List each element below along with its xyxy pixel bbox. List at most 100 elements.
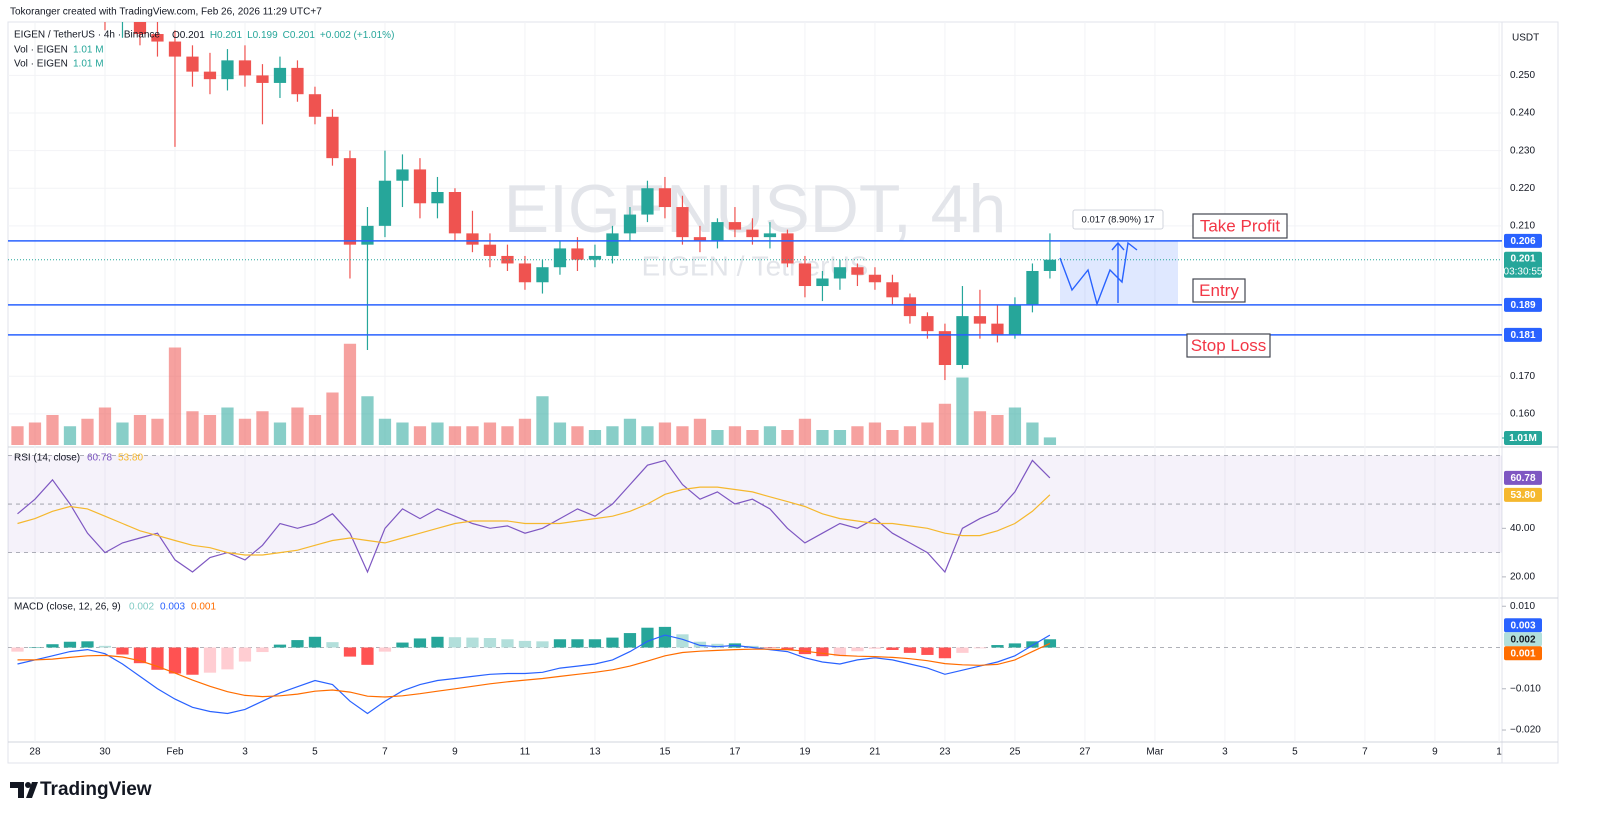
macd-histogram-bar xyxy=(291,640,304,648)
rsi-legend-value: 53.80 xyxy=(118,453,143,464)
candle-body xyxy=(361,225,374,245)
candle-body xyxy=(501,255,514,264)
volume-bar xyxy=(133,415,147,445)
level-tag: 0.189 xyxy=(1510,300,1535,311)
candle-body xyxy=(553,248,567,268)
x-tick-label: Mar xyxy=(1146,747,1164,758)
candle-body xyxy=(273,67,287,83)
volume-bar xyxy=(186,411,199,445)
ohlc-value: +0.002 (+1.01%) xyxy=(320,30,395,41)
volume-bar xyxy=(921,422,934,445)
candle-body xyxy=(326,116,339,159)
level-name: Entry xyxy=(1199,281,1239,300)
volume-bar xyxy=(991,415,1004,445)
candle-body xyxy=(868,274,882,283)
volume-bar xyxy=(63,426,77,445)
volume-bar xyxy=(1043,437,1057,445)
macd-pane xyxy=(8,626,1502,715)
volume-bar xyxy=(326,392,339,445)
macd-line xyxy=(17,634,1051,715)
signal-line xyxy=(17,642,1051,698)
candle-body xyxy=(343,158,357,245)
macd-histogram-bar xyxy=(186,647,199,675)
x-tick-label: 13 xyxy=(589,747,601,758)
volume-bar xyxy=(536,396,549,445)
candle-body xyxy=(973,316,987,324)
x-tick-label: 9 xyxy=(1432,747,1438,758)
macd-histogram-bar xyxy=(11,647,24,652)
volume-bar xyxy=(343,343,357,445)
macd-histogram-bar xyxy=(746,645,759,648)
macd-legend-value: 0.002 xyxy=(129,602,154,613)
macd-histogram-bar xyxy=(588,639,602,648)
macd-histogram-bar xyxy=(536,641,549,648)
macd-legend: MACD (close, 12, 26, 9) xyxy=(14,602,121,613)
volume-bar xyxy=(81,418,94,445)
macd-histogram-bar xyxy=(623,633,637,648)
macd-histogram-bar xyxy=(938,647,952,659)
countdown: 03:30:55 xyxy=(1504,266,1543,277)
volume-pane xyxy=(11,343,1057,445)
volume-bar xyxy=(693,418,707,445)
volume-bar xyxy=(98,407,112,445)
candle-body xyxy=(133,22,147,35)
volume-bar xyxy=(168,347,182,445)
volume-bar xyxy=(221,407,234,445)
x-tick-label: 15 xyxy=(659,747,671,758)
macd-histogram-bar xyxy=(361,647,374,665)
candle-body xyxy=(571,248,584,260)
x-tick-label: 27 xyxy=(1079,747,1091,758)
macd-histogram-bar xyxy=(221,647,234,670)
x-tick-label: Feb xyxy=(166,747,184,758)
macd-tag: 0.001 xyxy=(1510,648,1535,659)
level-tag-bg xyxy=(1504,233,1542,248)
rsi-pane xyxy=(8,455,1502,574)
macd-histogram-bar xyxy=(763,647,777,649)
macd-histogram-bar xyxy=(571,639,584,648)
y-tick-label: 0.160 xyxy=(1510,409,1535,420)
x-tick-label: 11 xyxy=(520,747,531,758)
volume-bar xyxy=(956,377,969,445)
volume-bar xyxy=(798,418,812,445)
macd-histogram-bar xyxy=(116,647,129,655)
volume-bar xyxy=(623,418,637,445)
macd-tag-bg xyxy=(1504,646,1542,661)
x-tick-label: 23 xyxy=(939,747,951,758)
macd-tag: 0.003 xyxy=(1510,620,1535,631)
volume-bar xyxy=(256,411,269,445)
rsi-tag-bg xyxy=(1504,470,1542,485)
candle-body xyxy=(413,169,427,204)
macd-tag-bg xyxy=(1504,632,1542,647)
macd-legend-value: 0.001 xyxy=(191,602,216,613)
rsi-tag: 53.80 xyxy=(1510,490,1535,501)
volume-bar xyxy=(868,422,882,445)
candle-body xyxy=(1043,259,1057,271)
x-tick-label: 1 xyxy=(1496,747,1502,758)
x-tick-label: 17 xyxy=(729,747,741,758)
measure-label: 0.017 (8.90%) 17 xyxy=(1082,215,1155,226)
macd-histogram-bar xyxy=(518,640,532,648)
candle-body xyxy=(676,207,689,238)
volume-bar xyxy=(46,415,59,445)
volume-bar xyxy=(641,426,654,445)
macd-histogram-bar xyxy=(133,647,147,664)
candle-body xyxy=(256,75,269,83)
frame xyxy=(7,21,1559,764)
x-tick-label: 7 xyxy=(1362,747,1368,758)
y-tick-label: −0.020 xyxy=(1510,725,1541,736)
candle-body xyxy=(606,233,619,256)
candle-body xyxy=(938,331,952,366)
level-name: Take Profit xyxy=(1200,216,1281,235)
macd-tag: 0.002 xyxy=(1510,634,1535,645)
credit: Tokoranger created with TradingView.com,… xyxy=(10,7,322,18)
ohlc-value: C0.201 xyxy=(283,30,316,41)
macd-histogram-bar xyxy=(851,647,864,652)
candle-body xyxy=(851,267,864,275)
macd-histogram-bar xyxy=(1026,641,1039,648)
candle-body xyxy=(711,222,724,241)
candle-body xyxy=(378,180,392,226)
candle-body xyxy=(991,323,1004,335)
volume-bar xyxy=(851,426,864,445)
macd-histogram-bar xyxy=(1043,639,1057,648)
volume-bar xyxy=(763,426,777,445)
